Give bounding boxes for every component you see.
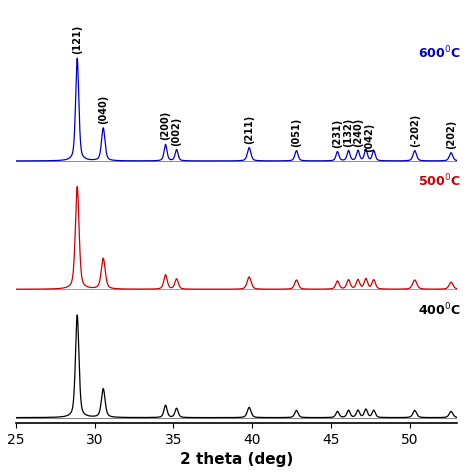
Text: (240): (240) [353, 118, 363, 146]
Text: (040): (040) [98, 95, 108, 124]
Text: (132): (132) [344, 118, 354, 146]
X-axis label: 2 theta (deg): 2 theta (deg) [180, 452, 293, 467]
Text: (211): (211) [244, 114, 254, 144]
Text: (231): (231) [332, 118, 343, 147]
Text: (051): (051) [292, 118, 301, 146]
Text: 600$^0$C: 600$^0$C [418, 45, 460, 62]
Text: (202): (202) [446, 119, 456, 149]
Text: (-202): (-202) [410, 113, 420, 146]
Text: (200): (200) [161, 111, 171, 140]
Text: 500$^0$C: 500$^0$C [418, 173, 460, 190]
Text: (121): (121) [72, 25, 82, 54]
Text: (042): (042) [364, 122, 374, 152]
Text: 400$^0$C: 400$^0$C [418, 301, 460, 318]
Text: (002): (002) [172, 116, 182, 146]
